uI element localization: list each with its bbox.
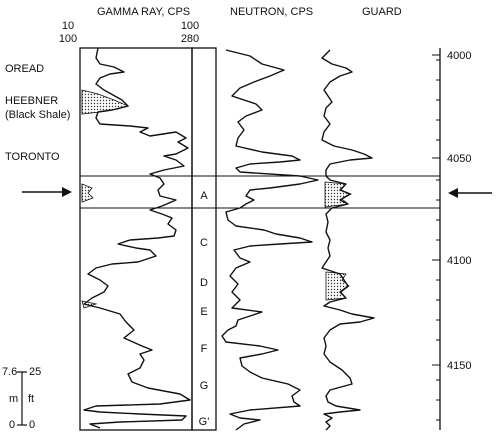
d-zone-guard-shading: [325, 271, 350, 301]
right-depth-arrow: [448, 188, 492, 198]
scale-zero-m: 0: [9, 419, 15, 431]
scale-ft-value: 25: [29, 366, 41, 378]
scale-ft-unit: ft: [28, 393, 34, 405]
formation-oread: OREAD: [5, 63, 44, 75]
guard-header: GUARD: [362, 6, 402, 18]
depth-label-4150: 4150: [447, 360, 471, 372]
zone-c: C: [200, 237, 208, 249]
left-depth-arrow: [22, 187, 72, 197]
gamma-ray-trace: [83, 47, 191, 429]
formation-heebner-note: (Black Shale): [5, 109, 70, 121]
formation-heebner: HEEBNER: [5, 95, 58, 107]
depth-label-4100: 4100: [447, 255, 471, 267]
depth-column-frame: [191, 47, 217, 431]
zone-a-gamma-shading: [81, 183, 94, 203]
neutron-trace: [221, 49, 319, 431]
formation-toronto: TORONTO: [5, 151, 60, 163]
gamma-ray-header: GAMMA RAY, CPS: [97, 6, 190, 18]
scale-zero-ft: 0: [29, 419, 35, 431]
zone-e: E: [200, 306, 207, 318]
gamma-scale-left-bottom: 100: [59, 33, 77, 45]
gamma-scale-right-top: 100: [181, 20, 199, 32]
zone-g: G: [200, 380, 209, 392]
depth-ticks: [432, 54, 440, 421]
depth-label-4000: 4000: [447, 50, 471, 62]
zone-f: F: [201, 343, 208, 355]
zone-d: D: [200, 277, 208, 289]
zone-g-prime: G': [199, 416, 210, 428]
guard-trace: [321, 49, 375, 431]
neutron-header: NEUTRON, CPS: [230, 6, 313, 18]
gamma-scale-right-bottom: 280: [181, 33, 199, 45]
depth-label-4050: 4050: [447, 153, 471, 165]
zone-a: A: [200, 190, 208, 202]
scale-m-unit: m: [9, 393, 18, 405]
gamma-scale-left-top: 10: [62, 20, 74, 32]
scale-bar: [17, 371, 27, 426]
scale-m-value: 7.6: [2, 366, 17, 378]
